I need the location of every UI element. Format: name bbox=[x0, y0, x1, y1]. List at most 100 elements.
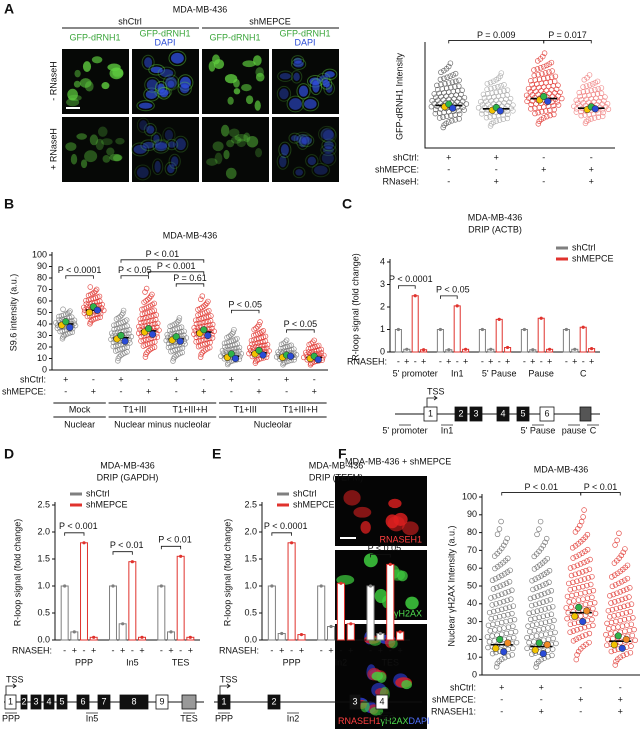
cell-point bbox=[577, 613, 584, 619]
cell-point bbox=[493, 118, 500, 124]
p-value: P < 0.01 bbox=[110, 540, 144, 550]
cell-point bbox=[585, 623, 592, 630]
bracket bbox=[160, 545, 182, 550]
cell-point bbox=[92, 315, 99, 322]
cell-point bbox=[627, 608, 634, 615]
cell bbox=[112, 69, 124, 78]
cell-point bbox=[136, 330, 142, 336]
bar-dot bbox=[82, 541, 86, 545]
cell-point bbox=[115, 315, 122, 321]
factor-label: shCtrl: bbox=[450, 682, 476, 692]
cell-point bbox=[591, 599, 598, 606]
cell-point bbox=[491, 593, 498, 600]
bar-dot bbox=[92, 635, 96, 639]
cell-point bbox=[554, 99, 561, 105]
bar bbox=[453, 305, 461, 353]
cell-point bbox=[120, 307, 127, 314]
cell bbox=[242, 60, 256, 68]
y-tick-label: 50 bbox=[37, 307, 47, 317]
cell-point bbox=[552, 73, 559, 80]
cell-point bbox=[163, 337, 169, 344]
cell-point bbox=[579, 550, 585, 556]
cell-point bbox=[545, 625, 551, 631]
cell-point bbox=[501, 625, 507, 631]
cell-point bbox=[605, 607, 612, 614]
cell-point bbox=[231, 345, 237, 352]
cell-point bbox=[629, 632, 636, 639]
cell-halo bbox=[141, 54, 155, 71]
cell-point bbox=[577, 561, 584, 567]
stain-part: RNASEH1 bbox=[338, 716, 381, 726]
factor-sign: - bbox=[447, 164, 450, 174]
cell bbox=[146, 79, 158, 91]
replicate-point bbox=[259, 351, 267, 359]
region-label: Nuclear minus nucleolar bbox=[114, 419, 211, 429]
cell-point bbox=[540, 613, 547, 620]
cell-point bbox=[604, 100, 611, 107]
cell-point bbox=[573, 636, 579, 642]
cell-point bbox=[114, 325, 120, 332]
cell bbox=[314, 165, 328, 175]
cell-point bbox=[581, 576, 588, 582]
rnaseh-sign: - bbox=[540, 356, 543, 366]
cell-point bbox=[620, 587, 627, 594]
bar-dot bbox=[179, 554, 183, 558]
cell-point bbox=[146, 295, 153, 301]
cell-point bbox=[590, 587, 597, 594]
cell-point bbox=[456, 83, 462, 89]
channel-label: GFP-dRNH1 bbox=[209, 32, 260, 42]
cell bbox=[73, 80, 81, 88]
cell-point bbox=[151, 300, 157, 307]
cell-point bbox=[492, 614, 499, 621]
bar-dot bbox=[121, 622, 125, 626]
cell-point bbox=[532, 601, 539, 608]
cell-point bbox=[490, 119, 497, 126]
cell bbox=[304, 99, 317, 109]
cell-point bbox=[499, 591, 505, 597]
cell bbox=[343, 490, 361, 506]
cell-point bbox=[567, 621, 574, 628]
cell-point bbox=[505, 588, 512, 595]
cell-point bbox=[584, 595, 591, 602]
factor-sign: + bbox=[312, 386, 317, 396]
cell-point bbox=[547, 596, 554, 603]
cell-point bbox=[509, 652, 515, 658]
cell-point bbox=[483, 98, 489, 105]
exon bbox=[217, 694, 231, 710]
region-label: PPP bbox=[215, 713, 233, 723]
cell-point bbox=[121, 345, 128, 351]
cell-point bbox=[436, 115, 443, 121]
cell-point bbox=[538, 656, 544, 663]
replicate-point bbox=[618, 644, 626, 652]
region-label: PPP bbox=[2, 713, 20, 723]
factor-sign: - bbox=[175, 386, 178, 396]
cell bbox=[67, 88, 78, 101]
cell-point bbox=[531, 594, 537, 601]
cell-point bbox=[586, 588, 593, 595]
bar-dot bbox=[169, 630, 173, 634]
cell-point bbox=[177, 345, 183, 352]
cell-point bbox=[543, 113, 550, 120]
p-value: P < 0.05 bbox=[368, 543, 402, 553]
exon-label: 4 bbox=[46, 696, 51, 706]
cell-point bbox=[506, 579, 513, 585]
cell bbox=[95, 138, 104, 151]
chart-title: MDA-MB-436 bbox=[468, 212, 523, 222]
cell-point bbox=[581, 559, 587, 566]
cell-point bbox=[459, 98, 466, 104]
cell-point bbox=[256, 322, 262, 328]
cell-halo bbox=[143, 123, 157, 137]
cell-point bbox=[165, 344, 172, 351]
cell-point bbox=[564, 615, 570, 622]
cell bbox=[301, 136, 312, 145]
cell-point bbox=[544, 555, 551, 562]
replicate-point bbox=[172, 333, 180, 341]
chart-title: MDA-MB-436 bbox=[534, 464, 589, 474]
cell-point bbox=[506, 604, 513, 610]
bar bbox=[267, 585, 276, 641]
cell-point bbox=[504, 87, 511, 93]
cell bbox=[233, 88, 241, 95]
cell-point bbox=[534, 621, 540, 627]
cell-point bbox=[537, 65, 544, 71]
cell-point bbox=[501, 88, 507, 94]
